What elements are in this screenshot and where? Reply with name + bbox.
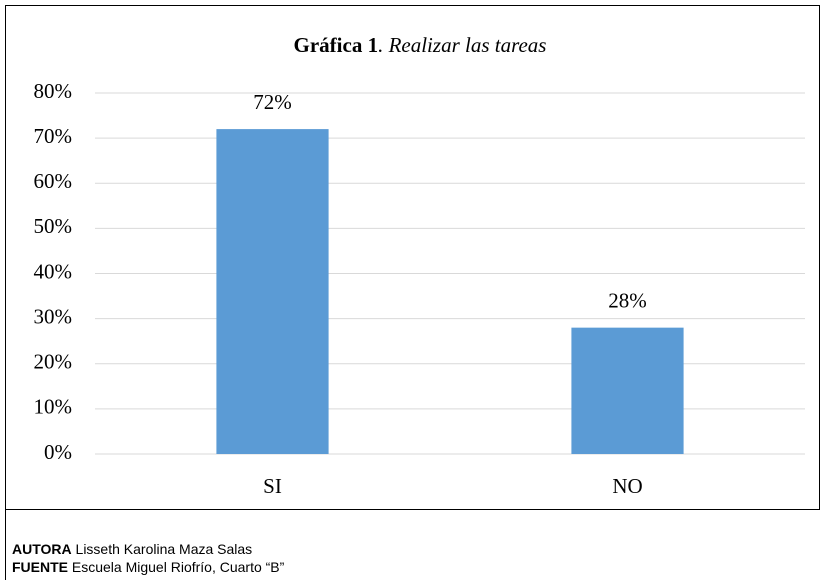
note-label: FUENTE <box>12 559 68 575</box>
title: Gráfica 1 <box>294 33 379 57</box>
y-tick-label: 0% <box>44 440 72 464</box>
subtitle: . Realizar las tareas <box>378 33 546 57</box>
bar <box>571 327 684 454</box>
note-text: Lisseth Karolina Maza Salas <box>76 541 253 557</box>
y-tick-label: 50% <box>34 214 73 238</box>
value-label: 72% <box>253 90 292 114</box>
y-tick-label: 20% <box>34 350 73 374</box>
note-label: AUTORA <box>12 541 72 557</box>
y-tick-label: 40% <box>34 259 73 283</box>
y-tick-label: 30% <box>34 304 73 328</box>
y-tick-label: 60% <box>34 169 73 193</box>
y-tick-label: 10% <box>34 395 73 419</box>
chart-title: Gráfica 1. Realizar las tareas <box>294 33 547 57</box>
note: FUENTE Escuela Miguel Riofrío, Cuarto “B… <box>12 559 285 575</box>
bar <box>216 129 329 454</box>
y-tick-label: 70% <box>34 124 73 148</box>
note: AUTORA Lisseth Karolina Maza Salas <box>12 541 252 557</box>
x-tick-label: NO <box>612 474 642 498</box>
x-tick-label: SI <box>263 474 282 498</box>
value-label: 28% <box>608 288 647 312</box>
note-text: Escuela Miguel Riofrío, Cuarto “B” <box>72 559 285 575</box>
chart-frame <box>5 5 820 510</box>
y-tick-label: 80% <box>34 79 73 103</box>
